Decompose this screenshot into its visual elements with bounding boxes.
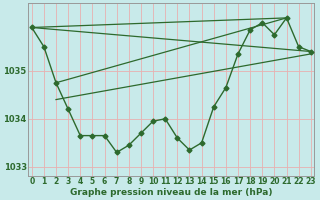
X-axis label: Graphe pression niveau de la mer (hPa): Graphe pression niveau de la mer (hPa) — [70, 188, 273, 197]
